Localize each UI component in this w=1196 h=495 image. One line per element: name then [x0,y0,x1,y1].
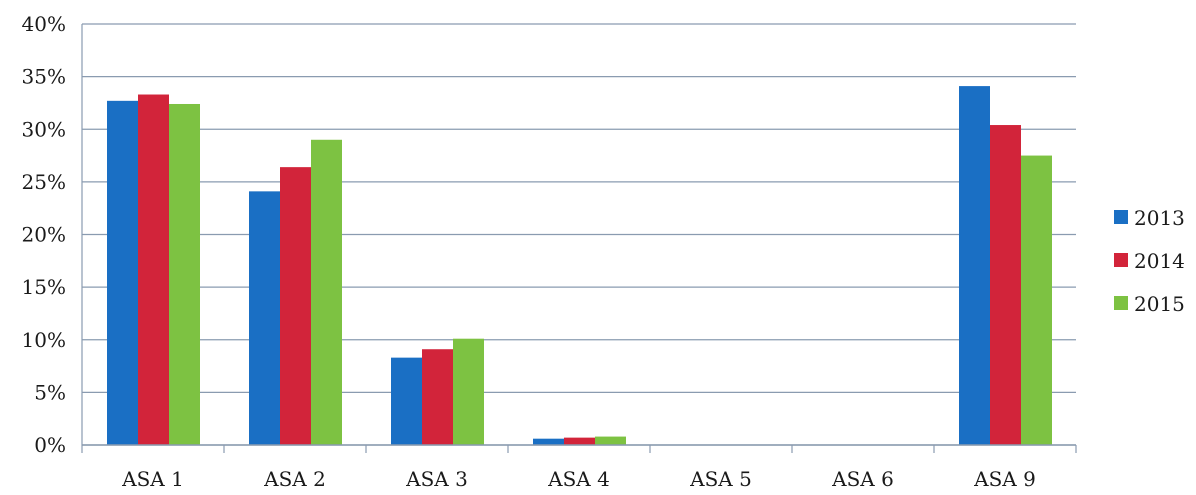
bar-2013-asa-3 [391,357,422,445]
x-axis: ASA 1 ASA 2 ASA 3 ASA 4 ASA 5 ASA 6 ASA 9 [81,444,1077,491]
gridlines [82,23,1076,446]
bar-2014-asa-4 [564,437,595,445]
y-tick-label: 0% [34,433,66,457]
legend-label-2013: 2013 [1134,206,1185,230]
y-tick-label: 5% [34,380,66,404]
legend: 2013 2014 2015 [1114,206,1185,316]
y-tick-label: 25% [22,170,66,194]
bar-2014-asa-1 [138,94,169,445]
y-tick-label: 10% [22,328,66,352]
bar-2013-asa-9 [959,86,990,445]
bar-2014-asa-9 [990,125,1021,445]
x-tick-label: ASA 4 [547,467,610,491]
legend-swatch-2014 [1114,253,1128,267]
x-tick-label: ASA 6 [831,467,894,491]
bar-2015-asa-2 [311,139,342,445]
y-tick-label: 40% [22,12,66,36]
x-tick-label: ASA 3 [405,467,468,491]
y-tick-label: 35% [22,65,66,89]
y-tick-label: 20% [22,223,66,247]
bar-2015-asa-1 [169,103,200,446]
y-axis: 0% 5% 10% 15% 20% 25% 30% 35% 40% [22,12,83,457]
x-tick-label: ASA 1 [121,467,184,491]
bar-2014-asa-3 [422,349,453,445]
y-tick-label: 15% [22,275,66,299]
legend-swatch-2013 [1114,210,1128,224]
x-tick-label: ASA 2 [263,467,326,491]
bar-2013-asa-2 [249,191,280,445]
x-tick-label: ASA 5 [689,467,752,491]
legend-swatch-2015 [1114,296,1128,310]
bar-2014-asa-2 [280,167,311,445]
legend-label-2014: 2014 [1134,249,1185,273]
y-tick-label: 30% [22,117,66,141]
bar-2013-asa-4 [533,438,564,445]
bar-2015-asa-4 [595,436,626,445]
bar-2015-asa-3 [453,338,484,445]
legend-label-2015: 2015 [1134,292,1185,316]
bar-2013-asa-1 [107,100,138,446]
x-tick-label: ASA 9 [973,467,1036,491]
bars [107,86,1052,446]
bar-2015-asa-9 [1021,155,1052,445]
